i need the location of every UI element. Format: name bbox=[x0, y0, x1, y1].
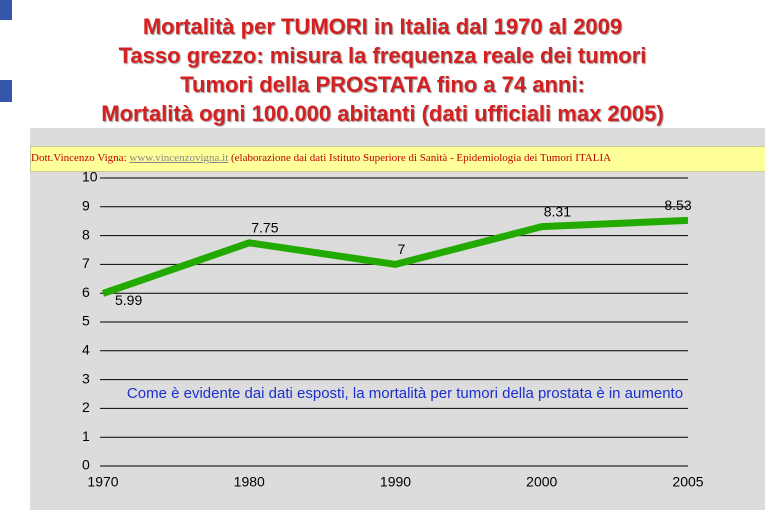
author-link[interactable]: www.vincenzovigna.it bbox=[129, 152, 229, 164]
data-label: 8.53 bbox=[664, 197, 691, 213]
data-line bbox=[101, 216, 689, 297]
y-tick-label: 6 bbox=[82, 284, 90, 300]
data-label: 5.99 bbox=[115, 292, 142, 308]
y-tick-label: 10 bbox=[82, 169, 98, 185]
y-tick-label: 2 bbox=[82, 399, 90, 415]
y-tick-label: 9 bbox=[82, 198, 90, 214]
y-tick-label: 0 bbox=[82, 457, 90, 473]
title-line: Tasso grezzo: misura la frequenza reale … bbox=[118, 43, 647, 68]
edge-mark bbox=[0, 0, 12, 20]
source: (elaborazione dai dati Istituto Superior… bbox=[231, 152, 612, 164]
title-line: Mortalità ogni 100.000 abitanti (dati uf… bbox=[101, 101, 664, 126]
title-line: Mortalità per TUMORI in Italia dal 1970 … bbox=[142, 14, 623, 39]
x-tick-label: 2005 bbox=[672, 474, 703, 490]
y-tick-label: 4 bbox=[82, 342, 90, 358]
y-tick-label: 7 bbox=[82, 255, 90, 271]
edge-mark bbox=[0, 80, 12, 102]
title-line: Tumori della PROSTATA fino a 74 anni: bbox=[180, 72, 585, 97]
annotation: Come è evidente dai dati esposti, la mor… bbox=[126, 385, 684, 402]
y-tick-label: 1 bbox=[82, 428, 90, 444]
source-banner: Dott.Vincenzo Vigna: www.vincenzovigna.i… bbox=[30, 146, 765, 172]
y-tick-label: 3 bbox=[82, 370, 90, 386]
y-tick-label: 5 bbox=[82, 313, 90, 329]
chart-panel bbox=[30, 128, 765, 510]
data-label: 8.31 bbox=[544, 203, 571, 219]
x-tick-label: 2000 bbox=[526, 474, 557, 490]
annotation-box: Come è evidente dai dati esposti, la mor… bbox=[126, 385, 684, 402]
y-tick-label: 8 bbox=[82, 226, 90, 242]
data-label: 7 bbox=[398, 241, 406, 257]
x-tick-label: 1980 bbox=[234, 474, 265, 490]
author: Dott.Vincenzo Vigna: bbox=[31, 152, 127, 164]
data-label: 7.75 bbox=[251, 220, 278, 236]
x-tick-label: 1990 bbox=[380, 474, 411, 490]
x-tick-label: 1970 bbox=[87, 474, 118, 490]
